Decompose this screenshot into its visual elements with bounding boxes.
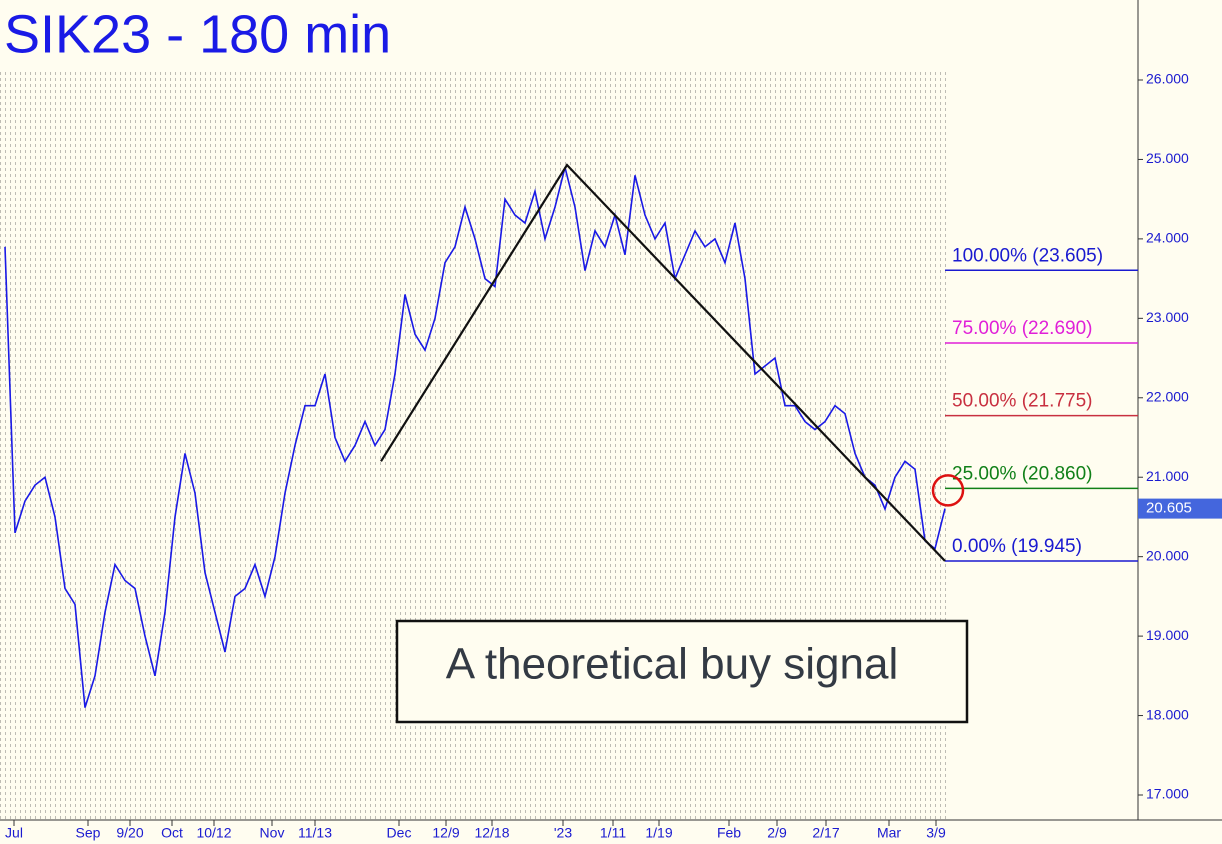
x-tick-label: 2/9: [767, 825, 787, 841]
x-tick-label: 1/11: [600, 825, 626, 841]
last-price-tag: [1138, 498, 1222, 519]
y-tick-label: 19.000: [1146, 627, 1189, 643]
y-tick-label: 26.000: [1146, 71, 1189, 87]
y-tick-label: 21.000: [1146, 468, 1189, 484]
annotation-box: [395, 619, 969, 724]
x-tick-label: Jul: [5, 825, 23, 841]
x-tick-label: 9/20: [116, 825, 143, 841]
y-tick-label: 22.000: [1146, 388, 1189, 404]
x-tick-label: 12/9: [432, 825, 459, 841]
x-tick-label: Oct: [161, 825, 183, 841]
y-tick-label: 17.000: [1146, 786, 1189, 802]
x-tick-label: 2/17: [812, 825, 839, 841]
x-tick-label: 10/12: [196, 825, 231, 841]
y-tick-label: 25.000: [1146, 150, 1189, 166]
trendline: [380, 163, 946, 562]
x-tick-label: 12/18: [474, 825, 509, 841]
signal-circle: [931, 474, 965, 507]
x-tick-label: Nov: [260, 825, 285, 841]
x-tick-label: Mar: [877, 825, 901, 841]
x-tick-label: '23: [554, 825, 572, 841]
y-tick-label: 20.000: [1146, 547, 1189, 563]
annotation: A theoretical buy signal: [446, 640, 899, 689]
price-line: [4, 167, 946, 708]
level-label: 0.00% (19.945): [952, 536, 1082, 557]
y-tick-label: 18.000: [1146, 706, 1189, 722]
x-tick-label: 1/19: [645, 825, 672, 841]
x-tick-label: Feb: [717, 825, 741, 841]
last-price-label: 20.605: [1146, 500, 1192, 517]
x-tick-label: 11/13: [298, 825, 332, 841]
y-tick-label: 24.000: [1146, 230, 1189, 246]
level-label: 75.00% (22.690): [952, 318, 1093, 339]
y-tick-label: 23.000: [1146, 309, 1189, 325]
x-tick-label: Dec: [387, 825, 412, 841]
level-label: 50.00% (21.775): [952, 391, 1093, 412]
chart-title: SIK23 - 180 min: [4, 4, 391, 64]
level-label: 25.00% (20.860): [952, 463, 1093, 484]
x-tick-label: 3/9: [926, 825, 946, 841]
level-label: 100.00% (23.605): [952, 245, 1103, 266]
x-tick-label: Sep: [76, 825, 101, 841]
